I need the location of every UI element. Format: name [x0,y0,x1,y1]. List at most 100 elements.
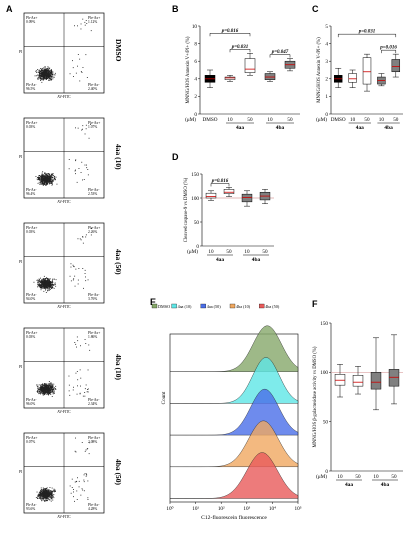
event-dot [39,498,41,499]
event-dot [44,281,46,282]
event-dot [49,174,50,175]
event-dot [46,77,47,79]
event-dot [55,176,57,178]
event-dot [85,449,87,451]
event-dot [39,177,41,179]
event-dot [50,494,51,495]
event-dot [51,494,53,496]
event-dot [39,78,41,80]
event-dot [73,491,74,493]
event-dot [87,499,89,500]
event-dot [40,182,41,184]
event-dot [81,442,83,443]
event-dot [47,493,48,495]
event-dot [46,387,48,389]
event-dot [47,278,49,279]
event-dot [44,388,46,390]
event-dot [46,68,48,69]
event-dot [51,178,52,180]
event-dot [45,497,47,499]
event-dot [52,390,54,392]
event-dot [38,388,40,390]
event-dot [43,385,45,386]
event-dot [44,491,46,493]
event-dot [37,178,39,180]
event-dot [72,60,73,62]
event-dot [40,496,41,498]
x-unit-label: (μM) [316,116,327,123]
event-dot [47,282,48,284]
event-dot [52,495,54,497]
event-dot [48,78,50,80]
event-dot [43,492,45,493]
event-dot [49,491,50,493]
event-dot [44,78,46,80]
event-dot [43,491,45,492]
event-dot [74,342,76,343]
event-dot [88,344,90,346]
event-dot [44,287,46,289]
category-label: 10 [208,249,214,255]
event-dot [44,70,46,72]
event-dot [40,390,42,392]
event-dot [43,488,44,490]
event-dot [40,285,41,287]
event-dot [52,385,54,387]
event-dot [46,280,48,282]
y-axis-label: PI [19,470,23,474]
event-dot [51,184,53,186]
event-dot [47,392,49,394]
legend-swatch [151,303,158,309]
event-dot [47,286,49,288]
event-dot [75,173,76,175]
event-dot [45,388,47,390]
event-dot [87,480,89,482]
event-dot [47,283,49,284]
y-tick-label: 100 [320,370,328,376]
event-dot [46,174,47,176]
event-dot [42,178,44,180]
event-dot [42,176,44,177]
event-dot [51,492,53,494]
event-dot [75,451,77,453]
event-dot [48,391,49,393]
event-dot [55,388,57,390]
group-label: 4aa [216,257,224,263]
significance-bracket [209,33,251,37]
event-dot [42,394,44,396]
event-dot [87,497,89,499]
quadrant-label-ll: Ph-Ax- [26,293,37,297]
event-dot [34,75,36,77]
event-dot [47,73,49,75]
event-dot [36,391,38,392]
event-dot [50,287,52,289]
event-dot [39,75,40,77]
event-dot [38,281,40,283]
event-dot [47,496,49,498]
event-dot [82,268,84,269]
event-dot [39,71,41,73]
x-unit-label: (μM) [187,248,198,255]
event-dot [38,77,40,79]
event-dot [39,77,41,79]
event-dot [48,495,50,496]
event-dot [87,369,89,371]
event-dot [42,183,44,184]
event-dot [48,68,50,69]
event-dot [44,495,46,496]
dot-plot: Ph-Ax+0.03% Ph+Ax+2.26% Ph-Ax-94.0% Ph+Ax-3… [19,222,123,309]
event-dot [44,73,46,75]
event-dot [52,388,54,390]
event-dot [42,78,44,80]
event-dot [43,175,45,176]
dot-plot: Ph-Ax+0.07%Ph+Ax+2.08%Ph-Ax-93.6%Ph+Ax-4… [19,432,123,519]
event-dot [53,178,55,180]
event-dot [47,181,49,182]
event-dot [48,493,49,494]
event-dot [41,175,43,176]
event-dot [41,282,43,283]
event-dot [77,25,78,27]
x-axis-label: AV-FITC [57,305,71,309]
event-dot [42,384,44,386]
event-dot [50,388,52,390]
